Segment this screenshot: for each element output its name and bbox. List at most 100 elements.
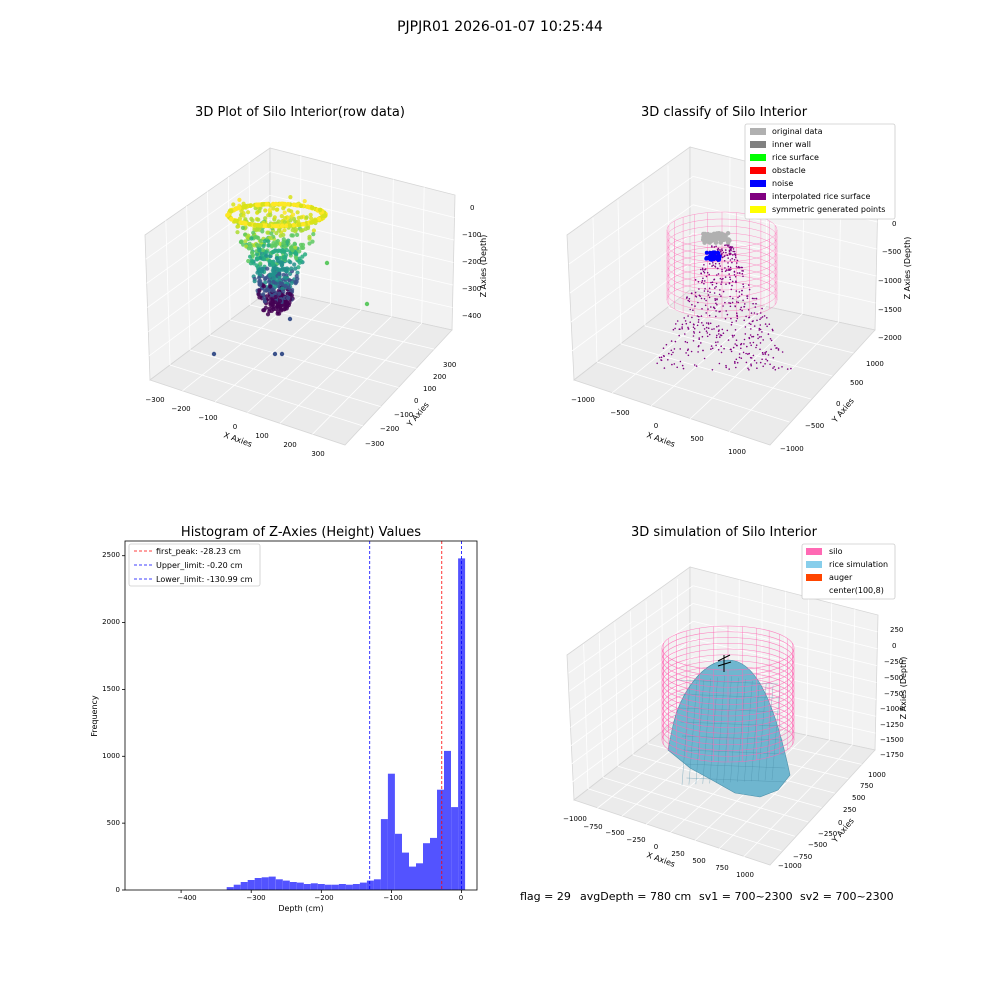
interpolated-point xyxy=(681,327,683,330)
interpolated-point xyxy=(750,323,752,326)
data-point xyxy=(260,248,266,253)
tick-label: −400 xyxy=(177,894,196,902)
grid-line xyxy=(676,578,679,722)
data-point xyxy=(283,283,288,289)
interpolated-point xyxy=(678,334,680,337)
interpolated-point xyxy=(752,354,755,357)
interpolated-point xyxy=(724,301,726,304)
interpolated-point xyxy=(695,365,698,367)
auger-blade xyxy=(717,661,732,667)
interpolated-point xyxy=(761,351,764,354)
interpolated-point xyxy=(743,305,745,308)
grid-line xyxy=(269,265,453,308)
interpolated-point xyxy=(714,307,716,310)
legend-label: original data xyxy=(772,127,823,136)
data-point xyxy=(250,218,255,223)
interpolated-point xyxy=(663,367,666,369)
tick-label: 500 xyxy=(107,819,120,827)
interpolated-point xyxy=(718,333,720,335)
interpolated-point xyxy=(719,249,722,251)
interpolated-point xyxy=(756,313,758,315)
data-point xyxy=(280,260,285,265)
data-point xyxy=(260,229,265,234)
interpolated-point xyxy=(729,259,732,261)
data-point xyxy=(257,208,262,214)
interpolated-point xyxy=(727,257,729,259)
interpolated-point xyxy=(693,332,696,334)
tick-label: 500 xyxy=(850,379,863,387)
legend-label: first_peak: -28.23 cm xyxy=(156,547,241,556)
data-point xyxy=(293,266,298,271)
interpolated-point xyxy=(724,255,726,257)
grid-line xyxy=(668,307,854,354)
interpolated-point xyxy=(741,272,744,275)
interpolated-point xyxy=(688,298,691,300)
interpolated-point xyxy=(790,367,792,370)
interpolated-point xyxy=(721,256,724,259)
interpolated-point xyxy=(670,340,673,342)
data-point xyxy=(291,222,296,228)
interpolated-point xyxy=(703,290,706,292)
original-point xyxy=(707,240,712,245)
interpolated-point xyxy=(705,330,708,333)
data-point xyxy=(268,212,273,218)
data-point xyxy=(270,262,275,267)
interpolated-point xyxy=(753,312,756,314)
data-point xyxy=(294,256,299,261)
data-point xyxy=(296,215,301,220)
tick-label: −1000 xyxy=(780,445,804,453)
interpolated-point xyxy=(715,302,717,305)
interpolated-point xyxy=(750,328,752,330)
interpolated-point xyxy=(757,333,759,336)
data-point xyxy=(272,249,277,254)
interpolated-point xyxy=(687,328,690,330)
interpolated-point xyxy=(781,351,784,353)
data-point xyxy=(272,215,277,220)
interpolated-point xyxy=(721,268,723,271)
data-point xyxy=(211,351,217,357)
histogram-bar xyxy=(359,882,367,890)
grid-line xyxy=(806,597,810,736)
data-point xyxy=(254,257,260,262)
data-point xyxy=(258,282,263,287)
interpolated-point xyxy=(702,277,704,280)
grid-line xyxy=(568,176,694,265)
data-point xyxy=(277,271,282,276)
tick-label: 0 xyxy=(459,894,463,902)
interpolated-point xyxy=(709,291,711,294)
interpolated-point xyxy=(734,254,737,257)
interpolated-point xyxy=(713,328,715,330)
interpolated-point xyxy=(722,332,725,335)
interpolated-point xyxy=(718,262,721,265)
interpolated-point xyxy=(735,265,738,268)
interpolated-point xyxy=(745,352,747,355)
data-point xyxy=(241,213,246,218)
histogram-bar xyxy=(296,882,304,890)
interpolated-point xyxy=(735,358,738,361)
interpolated-point xyxy=(749,356,752,359)
tick-label: −500 xyxy=(605,829,624,837)
interpolated-point xyxy=(718,293,721,296)
interpolated-point xyxy=(716,334,718,337)
interpolated-point xyxy=(719,336,721,338)
interpolated-point xyxy=(715,282,718,285)
data-point xyxy=(261,284,267,289)
data-point xyxy=(261,257,267,262)
interpolated-point xyxy=(747,309,750,311)
tick-label: 0 xyxy=(836,400,840,408)
interpolated-point xyxy=(752,341,755,344)
interpolated-point xyxy=(748,322,751,325)
data-point xyxy=(283,275,288,280)
interpolated-point xyxy=(703,271,706,274)
flag-text: flag = 29 xyxy=(520,890,571,903)
interpolated-point xyxy=(706,335,709,338)
sv1-text: sv1 = 700~2300 xyxy=(699,890,793,903)
interpolated-point xyxy=(720,250,722,253)
interpolated-point xyxy=(730,324,733,326)
interpolated-point xyxy=(740,342,743,345)
data-point xyxy=(288,218,293,223)
interpolated-point xyxy=(700,342,702,344)
interpolated-point xyxy=(727,265,730,268)
interpolated-point xyxy=(736,315,739,318)
interpolated-point xyxy=(736,259,739,262)
